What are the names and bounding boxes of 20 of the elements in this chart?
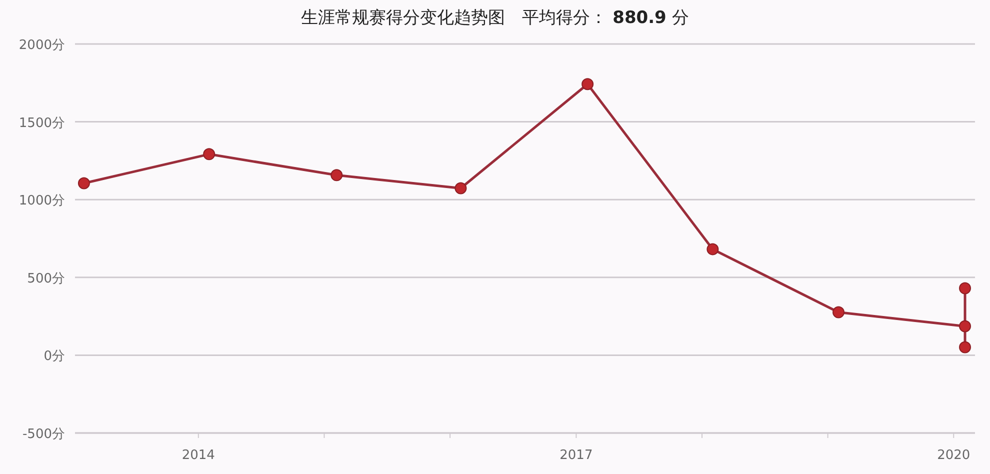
y-tick-label: 1500分 xyxy=(18,116,65,131)
x-tick-label: 2017 xyxy=(560,448,593,463)
y-tick-label: 0分 xyxy=(44,349,65,364)
point xyxy=(959,282,972,294)
point xyxy=(959,341,972,354)
point xyxy=(959,320,972,332)
point xyxy=(454,182,467,194)
point xyxy=(203,148,216,160)
point xyxy=(832,306,844,318)
point xyxy=(582,78,594,90)
x-tick-label: 2020 xyxy=(937,448,970,463)
point xyxy=(78,177,90,190)
y-tick-label: 500分 xyxy=(27,271,65,286)
y-tick-label: 1000分 xyxy=(18,194,65,209)
point xyxy=(706,243,719,256)
y-tick-label: -500分 xyxy=(22,427,65,442)
point xyxy=(330,169,343,182)
y-tick-label: 2000分 xyxy=(18,38,65,53)
x-tick-label: 2014 xyxy=(182,448,215,463)
chart-title: 生涯常规赛得分变化趋势图 平均得分： 880.9 分 xyxy=(301,8,689,28)
